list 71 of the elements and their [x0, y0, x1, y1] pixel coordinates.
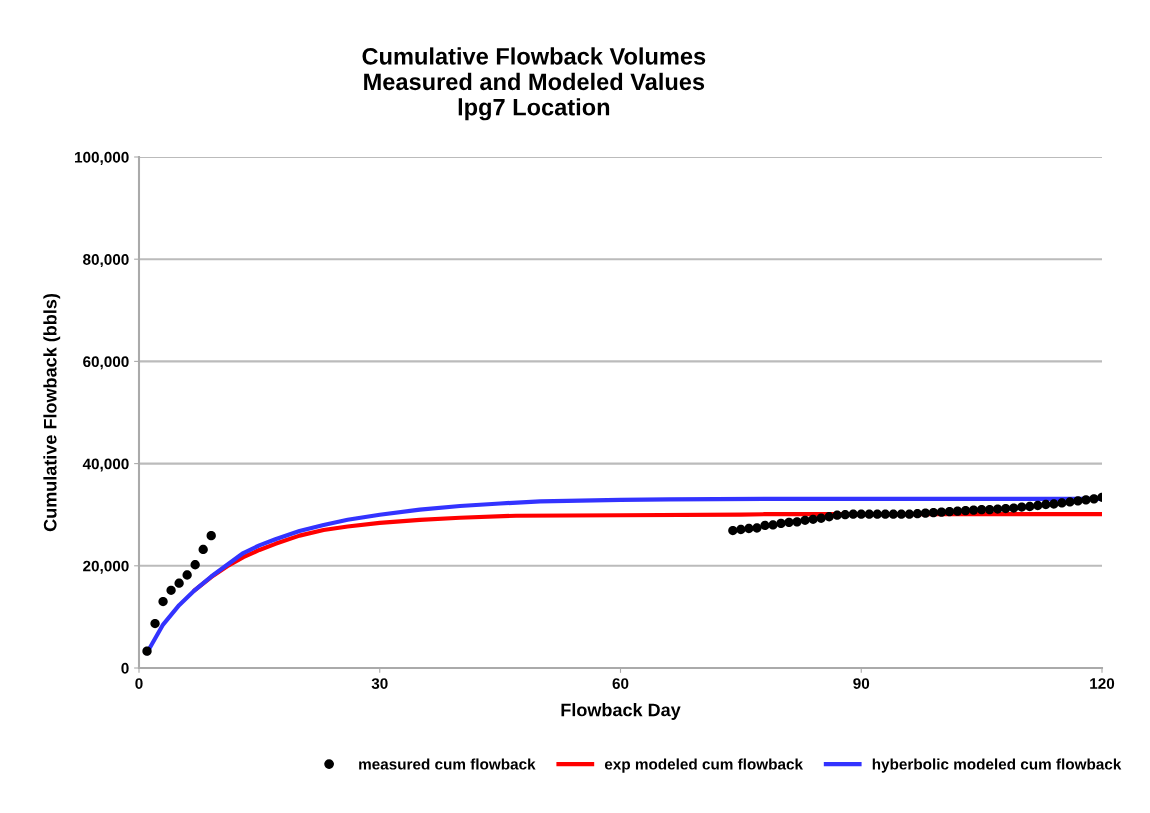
point [182, 570, 192, 580]
point [993, 504, 1003, 514]
x-tick-label: 120 [1090, 678, 1115, 689]
point [736, 524, 746, 535]
point [776, 518, 786, 529]
x-tick-label: 0 [135, 678, 143, 689]
legend-label: measured cum flowback [359, 758, 536, 770]
legend-label: hyberbolic modeled cum flowback [872, 758, 1122, 773]
point [728, 525, 738, 536]
point [158, 596, 168, 607]
point [1001, 503, 1011, 514]
point [976, 504, 987, 515]
point [928, 508, 939, 518]
y-tick-label: 40,000 [82, 458, 129, 472]
point [768, 520, 778, 530]
point [1017, 502, 1027, 512]
point [792, 517, 802, 527]
point [190, 560, 200, 570]
point [1073, 496, 1083, 506]
y-tick-label: 0 [121, 662, 129, 674]
point [1089, 494, 1099, 504]
x-tick-label: 60 [612, 678, 629, 689]
point [760, 520, 770, 531]
point [808, 514, 818, 524]
point [880, 509, 890, 519]
point [936, 507, 947, 517]
point [920, 508, 931, 518]
point [832, 510, 842, 520]
point [824, 512, 834, 522]
point [174, 578, 184, 588]
chart-title: Cumulative Flowback Volumes Measured and Modeled Values lpg7 Location [362, 47, 706, 121]
point [784, 517, 794, 528]
point [150, 618, 160, 629]
y-tick-label: 80,000 [83, 254, 129, 268]
point [1025, 501, 1035, 512]
y-tick-label: 20,000 [83, 560, 129, 574]
point [198, 544, 208, 555]
point [1065, 497, 1075, 507]
point [142, 646, 152, 656]
y-axis-title: Cumulative Flowback (bbls) [43, 294, 61, 532]
point [944, 506, 955, 517]
point [848, 509, 858, 519]
point [1081, 495, 1091, 505]
x-tick-label: 30 [371, 678, 388, 689]
y-tick-label: 100,000 [75, 151, 129, 165]
point [968, 505, 979, 515]
point [1049, 499, 1059, 509]
point [904, 509, 915, 519]
point [800, 515, 810, 525]
point [872, 509, 882, 519]
y-tick-label: 60,000 [83, 356, 129, 370]
point [752, 523, 762, 533]
x-tick-label: 90 [853, 678, 870, 689]
point [856, 509, 866, 519]
point [984, 504, 995, 515]
point [912, 509, 923, 519]
point [864, 509, 874, 519]
x-axis-title: Flowback Day [561, 703, 681, 720]
point [816, 513, 826, 523]
point [952, 506, 963, 516]
legend-label: exp modeled cum flowback [604, 758, 804, 773]
point [896, 509, 907, 519]
point [744, 523, 754, 534]
point [166, 585, 176, 595]
point [1057, 498, 1067, 508]
point [1009, 503, 1019, 513]
point [1033, 500, 1043, 511]
point [206, 530, 216, 541]
point [960, 505, 971, 516]
point [888, 509, 899, 519]
point [840, 510, 850, 520]
